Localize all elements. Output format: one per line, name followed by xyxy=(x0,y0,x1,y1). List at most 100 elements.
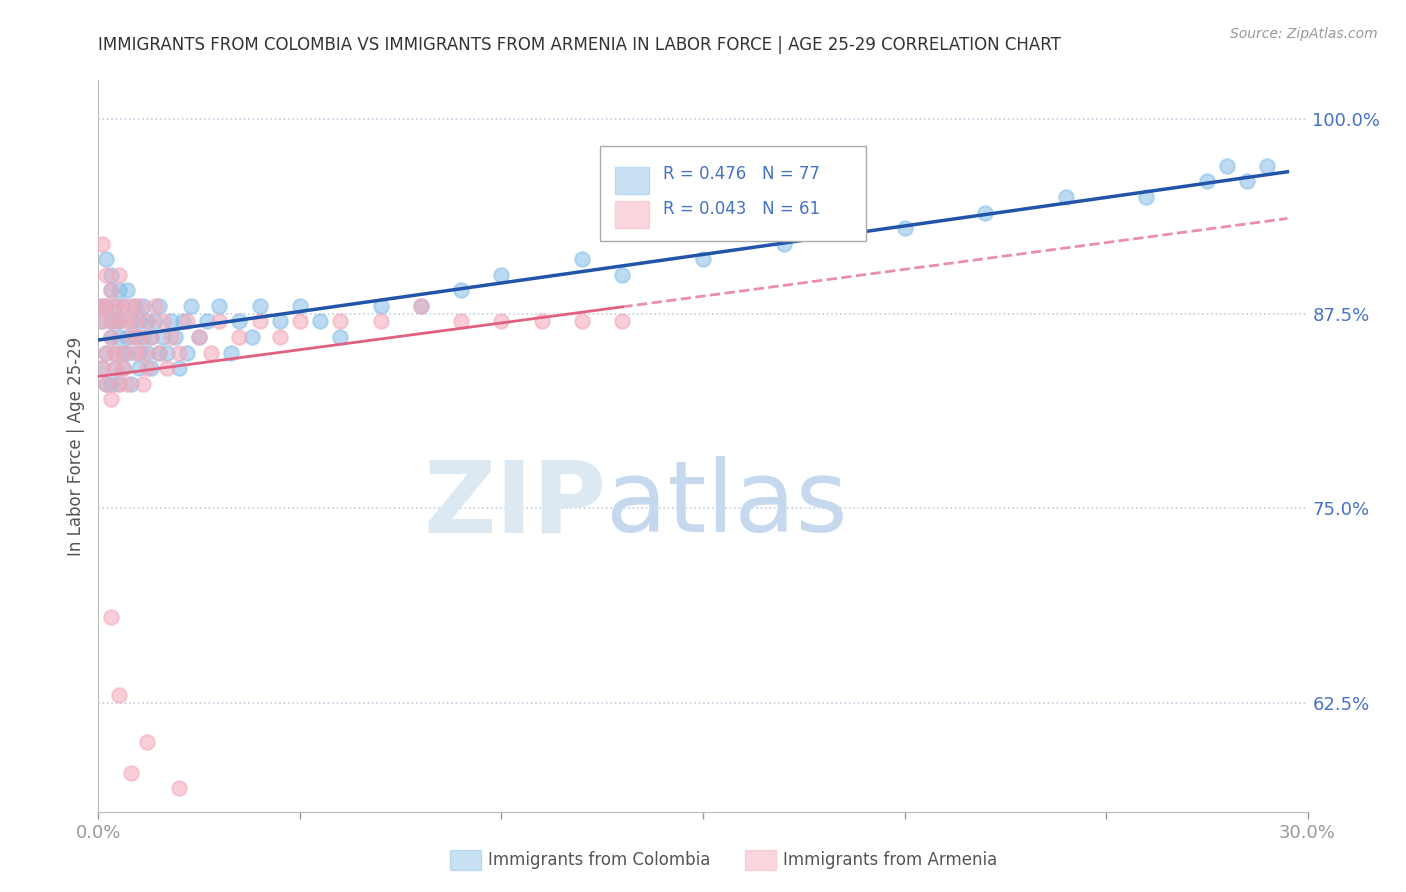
Point xyxy=(96,299,118,313)
Point xyxy=(148,345,170,359)
Point xyxy=(100,284,122,298)
Point xyxy=(100,610,122,624)
Point xyxy=(612,314,634,328)
Point xyxy=(163,330,186,344)
Point xyxy=(1216,159,1239,173)
Point xyxy=(160,330,183,344)
Text: atlas: atlas xyxy=(606,456,848,553)
Point xyxy=(143,314,166,328)
Point xyxy=(172,314,194,328)
Point xyxy=(491,314,513,328)
Point xyxy=(115,330,138,344)
Point xyxy=(450,314,472,328)
Point xyxy=(409,299,432,313)
Point xyxy=(111,345,134,359)
Point xyxy=(107,284,129,298)
Point xyxy=(249,299,271,313)
Point xyxy=(103,314,125,328)
Point xyxy=(188,330,211,344)
Point xyxy=(120,376,142,391)
Point xyxy=(200,345,222,359)
Point xyxy=(135,314,157,328)
Text: Immigrants from Armenia: Immigrants from Armenia xyxy=(783,851,997,869)
Point xyxy=(188,330,211,344)
Point xyxy=(115,376,138,391)
Point xyxy=(96,345,118,359)
Point xyxy=(228,330,250,344)
Point xyxy=(128,361,150,376)
Point xyxy=(160,314,183,328)
Point xyxy=(103,361,125,376)
Point xyxy=(132,299,155,313)
Point xyxy=(107,314,129,328)
Text: ZIP: ZIP xyxy=(423,456,606,553)
Point xyxy=(180,299,202,313)
Point xyxy=(329,314,352,328)
Point xyxy=(124,330,146,344)
Text: Immigrants from Colombia: Immigrants from Colombia xyxy=(488,851,710,869)
Point xyxy=(450,284,472,298)
Point xyxy=(96,252,118,267)
Point xyxy=(96,268,118,282)
Point xyxy=(530,314,553,328)
FancyBboxPatch shape xyxy=(614,167,648,194)
Y-axis label: In Labor Force | Age 25-29: In Labor Force | Age 25-29 xyxy=(66,336,84,556)
Point xyxy=(772,236,794,251)
Text: R = 0.043   N = 61: R = 0.043 N = 61 xyxy=(664,200,820,218)
Point xyxy=(139,361,162,376)
Point xyxy=(91,299,114,313)
Point xyxy=(309,314,332,328)
Point xyxy=(100,376,122,391)
Point xyxy=(1195,174,1218,188)
Point xyxy=(228,314,250,328)
Point xyxy=(974,205,997,219)
Point xyxy=(329,330,352,344)
Point xyxy=(96,376,118,391)
Point xyxy=(132,345,155,359)
Point xyxy=(128,299,150,313)
Point xyxy=(100,284,122,298)
Point xyxy=(91,361,114,376)
Point xyxy=(893,221,915,235)
Point xyxy=(1256,159,1278,173)
Point xyxy=(115,284,138,298)
Point xyxy=(107,314,129,328)
Point xyxy=(195,314,218,328)
Point xyxy=(103,299,125,313)
Point xyxy=(128,314,150,328)
Point xyxy=(571,314,593,328)
Point xyxy=(107,376,129,391)
Point xyxy=(124,345,146,359)
FancyBboxPatch shape xyxy=(614,202,648,228)
FancyBboxPatch shape xyxy=(600,146,866,241)
Point xyxy=(111,361,134,376)
Point xyxy=(571,252,593,267)
Point xyxy=(100,314,122,328)
Point xyxy=(111,299,134,313)
Point xyxy=(120,765,142,780)
Point xyxy=(100,330,122,344)
Point xyxy=(107,268,129,282)
Point xyxy=(269,330,291,344)
Point xyxy=(370,314,392,328)
Point xyxy=(96,376,118,391)
Point xyxy=(128,330,150,344)
Point xyxy=(132,376,155,391)
Point xyxy=(120,330,142,344)
Point xyxy=(167,361,190,376)
Point xyxy=(124,299,146,313)
Point xyxy=(152,330,174,344)
Point xyxy=(91,299,114,313)
Point xyxy=(288,299,311,313)
Point xyxy=(288,314,311,328)
Point xyxy=(103,345,125,359)
Point xyxy=(120,299,142,313)
Point xyxy=(103,299,125,313)
Point xyxy=(135,361,157,376)
Point xyxy=(107,376,129,391)
Point xyxy=(128,345,150,359)
Point xyxy=(139,330,162,344)
Point xyxy=(143,299,166,313)
Point xyxy=(107,330,129,344)
Point xyxy=(269,314,291,328)
